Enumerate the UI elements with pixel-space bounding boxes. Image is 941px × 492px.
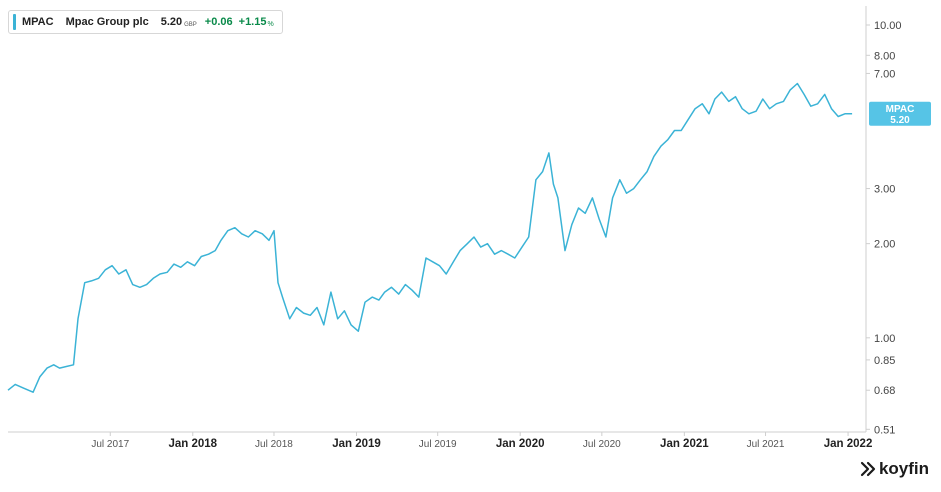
x-tick-label: Jul 2021: [747, 439, 785, 450]
y-tick-label: 0.51: [874, 424, 895, 436]
x-tick-label: Jan 2022: [824, 438, 873, 450]
legend-ticker: MPAC: [22, 16, 54, 28]
koyfin-logo-icon: [860, 461, 876, 477]
legend-price: 5.20: [160, 16, 183, 28]
x-tick-label: Jul 2020: [583, 439, 621, 450]
price-badge-background: [869, 101, 931, 126]
y-tick-label: 1.00: [874, 333, 895, 345]
y-tick-label: 0.85: [874, 355, 895, 367]
x-axis-ticks: Jul 2017 Jan 2018 Jul 2018 Jan 2019 Jul 2019…: [91, 432, 872, 450]
legend-currency: GBP: [184, 22, 197, 28]
price-badge-ticker: MPAC: [886, 104, 915, 115]
price-badge: MPAC 5.20: [869, 101, 931, 126]
series-line-mpac: [7, 82, 853, 393]
y-tick-label: 0.68: [874, 385, 895, 397]
y-tick-label: 10.00: [874, 20, 902, 32]
x-tick-label: Jan 2018: [168, 438, 217, 450]
y-tick-label: 8.00: [874, 50, 895, 62]
y-tick-label: 3.00: [874, 184, 895, 196]
legend[interactable]: MPAC Mpac Group plc 5.20 GBP +0.06 +1.15…: [8, 10, 283, 34]
x-tick-label: Jul 2019: [419, 439, 457, 450]
legend-change-percent: +1.15: [238, 16, 267, 28]
x-tick-label: Jan 2021: [660, 438, 709, 450]
brand-name: koyfin: [878, 459, 929, 478]
y-tick-label: 7.00: [874, 68, 895, 80]
x-tick-label: Jul 2018: [255, 439, 293, 450]
legend-swatch: [13, 14, 16, 30]
price-badge-value: 5.20: [890, 115, 910, 126]
legend-percent-sign: %: [267, 21, 274, 28]
y-axis-ticks: 10.00 8.00 7.00 3.00 2.00 1.00 0.85 0.68 0.51: [866, 20, 902, 436]
x-tick-label: Jan 2019: [332, 438, 381, 450]
x-tick-label: Jan 2020: [496, 438, 545, 450]
x-tick-label: Jul 2017: [91, 439, 129, 450]
brand-logo: koyfin: [860, 459, 929, 479]
series-layer: [7, 82, 853, 393]
legend-company-name: Mpac Group plc: [65, 16, 149, 28]
y-tick-label: 2.00: [874, 239, 895, 251]
legend-change: +0.06: [204, 16, 233, 28]
